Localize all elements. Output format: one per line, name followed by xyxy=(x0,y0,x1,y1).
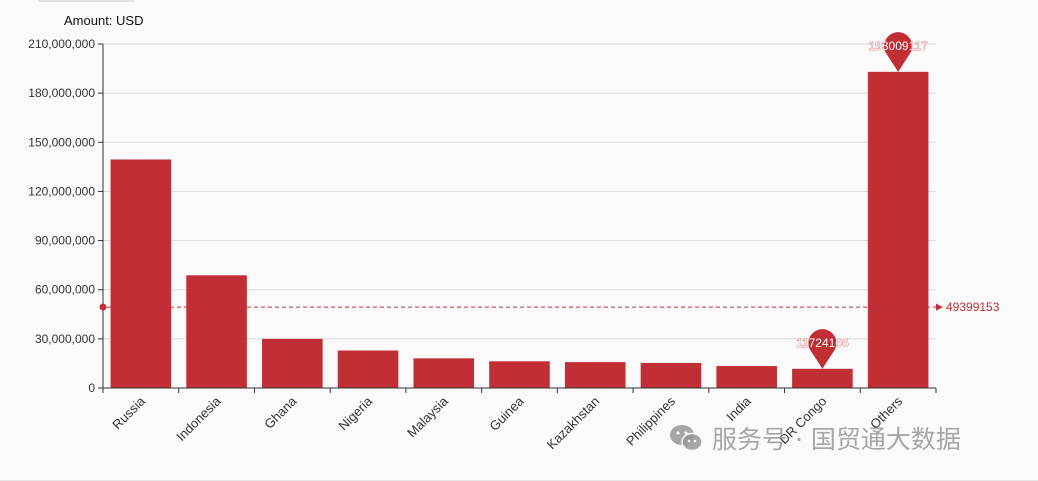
bar xyxy=(413,358,475,388)
bar xyxy=(262,338,323,388)
x-tick-label: Philippines xyxy=(623,393,678,448)
bar xyxy=(186,275,247,388)
y-tick-label: 150,000,000 xyxy=(28,135,95,149)
x-tick-label: Others xyxy=(867,393,906,432)
x-tick-label: Ghana xyxy=(261,393,300,432)
mark-point-pin xyxy=(884,32,913,72)
bar xyxy=(337,350,399,388)
y-tick-label: 0 xyxy=(88,381,95,395)
y-tick-label: 90,000,000 xyxy=(35,234,95,248)
bar xyxy=(792,368,853,388)
x-tick-label: Guinea xyxy=(486,393,527,434)
mark-line-start-dot xyxy=(99,303,107,311)
x-tick-label: Russia xyxy=(109,393,148,432)
bar xyxy=(564,362,626,388)
mark-point-label: 11724166 xyxy=(796,336,849,350)
y-tick-label: 120,000,000 xyxy=(28,184,95,198)
y-tick-label: 30,000,000 xyxy=(35,332,95,346)
mark-point-label: 193009117 xyxy=(869,39,929,53)
bar xyxy=(867,71,929,388)
bar xyxy=(716,366,777,388)
x-tick-label: Nigeria xyxy=(335,393,375,433)
mark-line-label: 49399153 xyxy=(946,300,1000,314)
y-tick-label: 60,000,000 xyxy=(35,283,95,297)
y-tick-label: 210,000,000 xyxy=(28,37,95,51)
x-tick-label: DR Congo xyxy=(776,394,830,448)
mark-point-pin xyxy=(808,329,837,369)
x-tick-label: India xyxy=(723,393,754,424)
bar xyxy=(110,159,172,388)
x-tick-label: Malaysia xyxy=(404,393,451,440)
bar xyxy=(640,362,702,388)
x-tick-label: Kazakhstan xyxy=(544,394,603,453)
mark-line-arrow xyxy=(936,303,943,311)
y-axis-unit-label: Amount: USD xyxy=(64,13,143,28)
toolbar-tab-stub xyxy=(38,0,134,2)
bar xyxy=(489,361,550,388)
y-tick-label: 180,000,000 xyxy=(28,86,95,100)
x-tick-label: Indonesia xyxy=(173,393,224,444)
